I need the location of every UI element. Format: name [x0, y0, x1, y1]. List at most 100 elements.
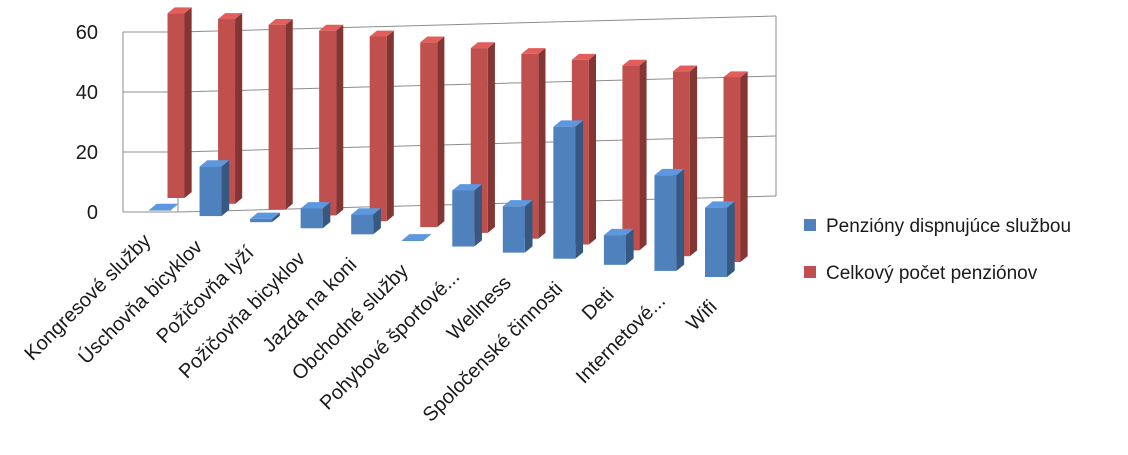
bar-series-2-2-front [268, 24, 286, 210]
bar-series-1-11 [705, 201, 735, 277]
bar-series-2-2-side [285, 18, 293, 210]
bar-series-2-7-side [538, 48, 546, 239]
bar-series-2-9 [622, 59, 647, 251]
bar-series-2-6-top [470, 42, 495, 49]
y-tick-label: 40 [76, 82, 98, 104]
bar-series-1-1-front [199, 166, 222, 217]
bar-series-2-4-side [386, 30, 394, 222]
bar-series-1-4-top [351, 208, 381, 215]
bar-series-2-9-side [639, 59, 647, 251]
bar-series-2-2-top [268, 18, 293, 25]
bar-series-2-0-front [167, 13, 185, 199]
bar-series-2-9-top [622, 59, 647, 66]
bar-series-1-1-side [221, 160, 230, 217]
y-axis: 0 20 40 60 [76, 22, 98, 224]
bar-series-2-5-top [420, 36, 445, 43]
bar-series-1-6-front [452, 190, 475, 247]
bar-series-2-9-front [622, 65, 640, 251]
bar-series-1-5 [401, 234, 432, 241]
y-tick-label: 20 [76, 142, 98, 164]
bar-series-2-3-side [336, 24, 344, 216]
y-tick-label: 60 [76, 22, 98, 44]
bar-series-1-8-side [575, 120, 584, 259]
bar-series-2-6-side [487, 42, 495, 233]
bar-series-1-6-side [474, 184, 482, 247]
bar-series-2-1-side [235, 13, 243, 204]
bar-series-1-1-top [199, 160, 230, 167]
bar-series-2-1-top [218, 13, 243, 20]
bar-series-1-10-top [654, 168, 685, 176]
x-tick-label: Wifi [682, 296, 721, 335]
bar-series-1-8-top [553, 120, 584, 127]
bar-series-2-0 [167, 7, 192, 199]
legend-label-series-1: Penzióny dispnujúce službou [826, 216, 1071, 237]
legend: Penzióny dispnujúce službou Celkový poče… [804, 216, 1071, 284]
bar-series-1-4-front [351, 214, 374, 235]
bar-series-1-3-side [322, 202, 331, 229]
bar-series-1-3 [300, 202, 331, 229]
bar-series-2-3 [319, 24, 344, 216]
bar-series-2-1 [218, 13, 243, 204]
bar-series-1-2-front [250, 218, 273, 223]
bar-series-1-9 [603, 228, 634, 265]
bar-series-2-11-top [723, 71, 748, 78]
plot-area [149, 7, 748, 277]
bar-series-1-3-top [300, 202, 331, 209]
bar-series-2-0-top [167, 7, 192, 14]
bar-series-1-5-front [401, 240, 424, 241]
y-tick-label: 0 [87, 202, 98, 224]
bar-series-1-7-side [524, 200, 533, 253]
bar-series-2-1-front [218, 19, 236, 204]
bar-series-2-10-top [672, 65, 698, 72]
bar-series-1-2-top [250, 212, 280, 219]
bar-series-2-0-side [184, 7, 192, 198]
bar-series-2-4 [369, 30, 394, 222]
bar-series-2-5 [420, 36, 445, 228]
bar-series-2-7 [521, 48, 546, 239]
legend-swatch-series-1 [804, 219, 816, 231]
bar-series-2-10-side [689, 65, 698, 257]
bar-series-1-11-top [705, 201, 735, 208]
bar-series-1-1 [199, 160, 230, 217]
bar-series-1-5-top [401, 234, 432, 241]
bar-series-1-8-front [553, 126, 576, 259]
bar-series-1-0-front [149, 210, 171, 211]
bar-series-1-9-front [603, 235, 626, 265]
bar-series-1-7-top [502, 200, 533, 207]
bar-series-1-2-side [272, 212, 280, 223]
bar-series-2-7-top [521, 48, 546, 54]
bar-series-1-11-front [705, 207, 727, 277]
bar-series-1-11-side [727, 201, 735, 277]
bar-series-1-8 [553, 120, 584, 259]
bar-series-1-7-front [502, 206, 525, 253]
bar-series-1-0-top [149, 203, 179, 210]
bar-series-2-4-top [369, 30, 394, 37]
bar-series-1-10-side [676, 168, 685, 271]
bar-series-2-3-front [319, 30, 337, 216]
bar-series-1-3-front [300, 208, 323, 229]
bar-series-1-6 [452, 184, 482, 247]
bar-series-1-10 [654, 168, 685, 271]
x-tick-label: Deti [578, 284, 619, 325]
bar-series-1-6-top [452, 184, 482, 191]
bar-series-2-8-side [588, 53, 597, 245]
bar-series-2-5-side [437, 36, 445, 228]
bar-series-1-9-side [625, 228, 634, 265]
bar-series-2-4-front [369, 36, 387, 222]
bar-series-2-11-side [740, 71, 748, 262]
bar-series-1-4 [351, 208, 381, 235]
legend-label-series-2: Celkový počet penziónov [826, 263, 1038, 284]
bar-series-1-7 [502, 200, 533, 253]
bar-series-2-8-top [571, 53, 597, 60]
legend-swatch-series-2 [804, 266, 816, 278]
bar-series-2-2 [268, 18, 293, 210]
bar-series-1-0 [149, 203, 179, 211]
bar-series-1-2 [250, 212, 280, 223]
bar-series-1-10-front [654, 175, 677, 271]
bar-series-1-4-side [373, 208, 381, 235]
bar-series-2-7-front [521, 53, 539, 239]
bar-series-1-9-top [603, 228, 634, 236]
bar-series-2-5-front [420, 42, 438, 228]
bar-series-2-3-top [319, 24, 344, 31]
